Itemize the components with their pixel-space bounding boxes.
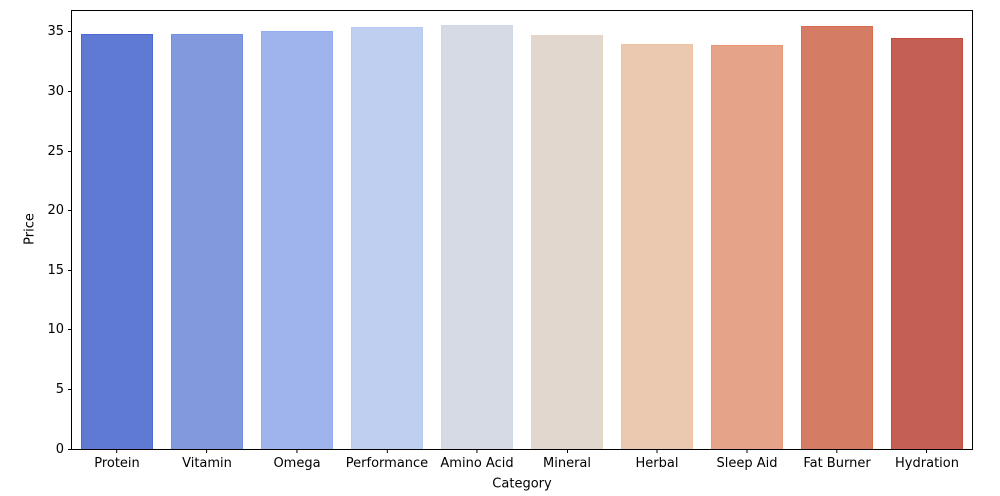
x-tick-mark bbox=[476, 449, 478, 453]
x-tick: Performance bbox=[346, 449, 428, 471]
bar-vitamin bbox=[171, 34, 243, 449]
y-axis-title: Price bbox=[22, 213, 38, 245]
x-tick-label: Fat Burner bbox=[803, 456, 871, 471]
bar-sleep-aid bbox=[711, 44, 783, 449]
y-tick-label: 35 bbox=[47, 24, 64, 40]
bar-fat-burner bbox=[801, 25, 873, 449]
bar-omega bbox=[261, 30, 333, 449]
x-tick: Protein bbox=[94, 449, 140, 471]
x-tick-mark bbox=[656, 449, 658, 453]
x-tick-mark bbox=[296, 449, 298, 453]
y-tick-label: 5 bbox=[55, 381, 64, 397]
x-tick: Sleep Aid bbox=[716, 449, 778, 471]
bar-amino-acid bbox=[441, 24, 513, 449]
x-tick: Mineral bbox=[543, 449, 591, 471]
y-tick-mark bbox=[68, 329, 72, 331]
x-tick: Fat Burner bbox=[803, 449, 871, 471]
x-tick: Vitamin bbox=[182, 449, 232, 471]
y-tick-label: 15 bbox=[47, 262, 64, 278]
x-tick-mark bbox=[386, 449, 388, 453]
y-tick-mark bbox=[68, 210, 72, 212]
x-tick-label: Mineral bbox=[543, 456, 591, 471]
x-tick: Omega bbox=[273, 449, 321, 471]
x-tick-label: Protein bbox=[94, 456, 140, 471]
x-tick-label: Vitamin bbox=[182, 456, 232, 471]
y-tick-label: 0 bbox=[55, 441, 64, 457]
y-tick-label: 30 bbox=[47, 83, 64, 99]
bar-hydration bbox=[891, 37, 963, 449]
x-tick-label: Performance bbox=[345, 456, 429, 471]
x-tick-label: Herbal bbox=[635, 456, 679, 471]
x-tick: Herbal bbox=[635, 449, 679, 471]
x-tick-mark bbox=[746, 449, 748, 453]
y-tick-mark bbox=[68, 31, 72, 33]
y-tick-mark bbox=[68, 388, 72, 390]
bar-performance bbox=[351, 27, 423, 449]
bar-mineral bbox=[531, 35, 603, 449]
x-tick-label: Amino Acid bbox=[440, 456, 514, 471]
x-tick-label: Sleep Aid bbox=[716, 456, 778, 471]
x-tick: Amino Acid bbox=[440, 449, 514, 471]
x-axis-title: Category bbox=[492, 476, 552, 492]
x-tick-mark bbox=[206, 449, 208, 453]
y-tick-mark bbox=[68, 150, 72, 152]
x-tick-mark bbox=[116, 449, 118, 453]
y-tick-mark bbox=[68, 269, 72, 271]
x-tick-mark bbox=[926, 449, 928, 453]
y-tick-label: 20 bbox=[47, 203, 64, 219]
y-tick-label: 10 bbox=[47, 322, 64, 338]
x-tick-mark bbox=[836, 449, 838, 453]
x-tick-mark bbox=[566, 449, 568, 453]
x-tick: Hydration bbox=[895, 449, 959, 471]
x-tick-label: Omega bbox=[273, 456, 321, 471]
plot-area: 0 5 10 15 20 25 30 35 Protein Vitamin Omega Perform… bbox=[47, 10, 973, 471]
y-tick-mark bbox=[68, 90, 72, 92]
x-tick-label: Hydration bbox=[895, 456, 959, 471]
y-tick-label: 25 bbox=[47, 143, 64, 159]
bar-herbal bbox=[621, 43, 693, 449]
y-tick-mark bbox=[68, 448, 72, 450]
bar-protein bbox=[81, 34, 153, 449]
